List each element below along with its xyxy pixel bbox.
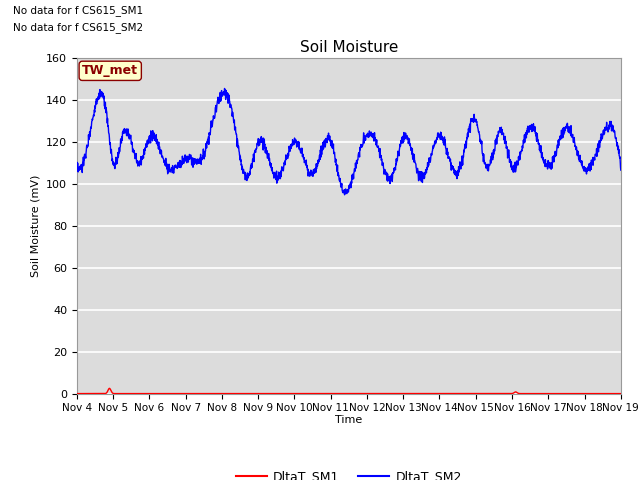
Legend: DltaT_SM1, DltaT_SM2: DltaT_SM1, DltaT_SM2 (230, 465, 467, 480)
Text: No data for f CS615_SM2: No data for f CS615_SM2 (13, 22, 143, 33)
Text: No data for f CS615_SM1: No data for f CS615_SM1 (13, 5, 143, 16)
Y-axis label: Soil Moisture (mV): Soil Moisture (mV) (30, 174, 40, 277)
Title: Soil Moisture: Soil Moisture (300, 40, 398, 55)
X-axis label: Time: Time (335, 415, 362, 425)
Text: TW_met: TW_met (82, 64, 138, 77)
